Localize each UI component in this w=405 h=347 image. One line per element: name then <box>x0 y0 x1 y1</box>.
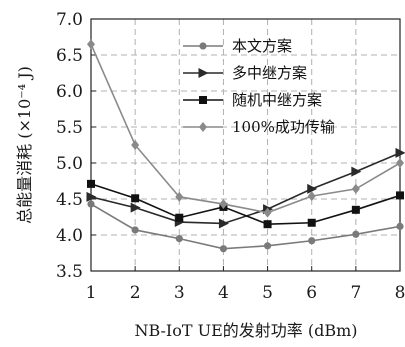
series-line <box>90 43 401 214</box>
data-point <box>131 194 140 203</box>
data-point <box>308 237 316 245</box>
legend-label: 100%成功传输 <box>232 118 335 136</box>
data-point <box>307 183 318 194</box>
legend-label: 多中继方案 <box>232 64 307 82</box>
data-point <box>395 147 405 158</box>
series-4 <box>87 39 404 218</box>
x-axis-title: NB-IoT UE的发射功率 (dBm) <box>134 321 357 340</box>
x-tick-label: 5 <box>262 283 273 303</box>
y-tick-label: 6.5 <box>56 46 83 66</box>
y-tick-label: 5.5 <box>56 118 83 138</box>
y-tick-label: 4.5 <box>56 190 83 210</box>
y-tick-label: 4.0 <box>56 226 83 246</box>
data-point <box>396 222 404 230</box>
data-point <box>86 191 97 202</box>
data-point <box>131 140 140 150</box>
y-tick-label: 7.0 <box>56 10 83 30</box>
legend-item: 100%成功传输 <box>183 118 335 136</box>
legend-marker <box>198 68 209 78</box>
series-1 <box>87 200 404 253</box>
data-point <box>175 191 184 202</box>
series-layer <box>86 39 405 253</box>
x-tick-label: 2 <box>130 283 141 303</box>
data-point <box>175 213 184 222</box>
data-point <box>307 191 316 202</box>
legend-label: 本文方案 <box>232 37 292 55</box>
data-point <box>130 202 141 213</box>
x-tick-label: 4 <box>218 283 229 303</box>
x-tick-label: 1 <box>86 283 97 303</box>
data-point <box>87 179 95 188</box>
data-point <box>131 226 139 234</box>
y-tick-label: 3.5 <box>56 262 83 282</box>
data-point <box>307 218 316 227</box>
y-tick-label: 6.0 <box>56 82 83 102</box>
data-point <box>263 207 272 218</box>
data-point <box>351 205 360 214</box>
data-point <box>396 191 404 200</box>
series-line <box>90 203 401 250</box>
data-point <box>87 200 95 208</box>
data-point <box>219 199 228 210</box>
data-point <box>175 235 183 243</box>
legend-item: 多中继方案 <box>183 64 307 82</box>
y-axis-title: 总能量消耗 (×10⁻⁴ J) <box>15 66 34 224</box>
x-tick-label: 7 <box>350 283 361 303</box>
data-point <box>351 166 362 177</box>
data-point <box>352 230 360 238</box>
series-3 <box>87 179 404 229</box>
legend-marker <box>199 122 207 132</box>
legend-marker <box>199 42 207 50</box>
data-point <box>263 220 272 229</box>
y-tick-label: 5.0 <box>56 154 83 174</box>
data-point <box>396 158 404 168</box>
plot-frame <box>90 18 401 272</box>
x-tick-label: 8 <box>395 283 405 303</box>
data-point <box>351 183 360 194</box>
series-line <box>90 183 401 226</box>
legend-marker <box>199 96 207 104</box>
x-tick-label: 3 <box>174 283 185 303</box>
data-point <box>263 242 272 250</box>
data-point <box>219 245 228 253</box>
data-point <box>218 218 229 229</box>
legend-label: 随机中继方案 <box>232 91 322 109</box>
legend-item: 随机中继方案 <box>183 91 322 109</box>
x-tick-label: 6 <box>306 283 317 303</box>
legend-item: 本文方案 <box>183 37 292 55</box>
data-point <box>87 39 95 50</box>
tick-labels: 3.5 4.0 4.5 5.0 5.5 6.0 6.5 7.0 1 2 3 4 5 6 7 8 <box>56 10 405 303</box>
